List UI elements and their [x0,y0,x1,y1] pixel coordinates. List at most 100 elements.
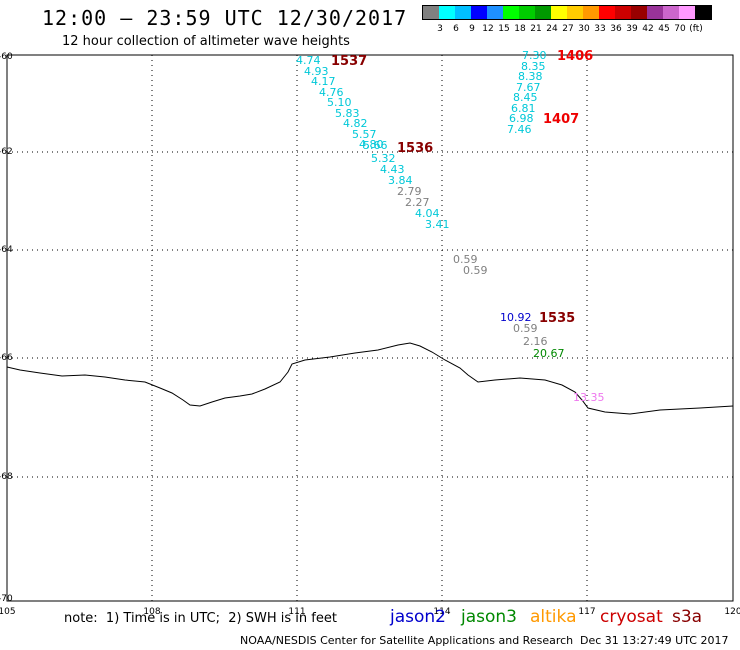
latitude-label: -68 [0,472,13,482]
legend-labels: 3 6 9 12 15 18 21 24 27 30 33 36 39 42 45 70 (ft) [422,24,712,38]
latitude-label: -64 [0,245,13,255]
coastline [6,342,734,415]
legend-unit: (ft) [689,24,703,34]
longitude-label: 108 [143,607,160,617]
swh-reading: 4.74 [296,54,321,67]
legend-swatch [503,6,519,19]
longitude-labels: 105 108 111 114 117 120 [0,607,740,617]
longitude-label: 105 [0,607,16,617]
swh-reading: 20.67 [533,347,565,360]
swh-reading: 7.30 [522,49,547,62]
legend-label: 30 [578,24,590,34]
swh-reading: 7.46 [507,123,532,136]
longitude-label: 114 [433,607,450,617]
swh-reading: 6.81 [511,102,536,115]
longitude-label: 120 [724,607,740,617]
graticule-grid [7,55,733,601]
swh-reading: 2.16 [523,335,548,348]
swh-readings: 4.744.934.174.765.105.834.825.574.805.66… [296,49,605,404]
legend-swatch [471,6,487,19]
legend-label: 33 [594,24,606,34]
legend-label: 70 [674,24,686,34]
legend-swatch [567,6,583,19]
swh-reading: 8.38 [518,70,543,83]
swh-reading: 10.92 [500,311,532,324]
swh-reading: 4.93 [304,65,329,78]
pass-label: 1407 [543,112,579,127]
latitude-label: -62 [0,147,13,157]
legend-label: 27 [562,24,574,34]
swh-reading: 5.32 [371,152,396,165]
swh-reading: 4.43 [380,163,405,176]
pass-label: 1536 [397,141,433,156]
pass-label: 1535 [539,311,575,326]
swh-reading: 8.45 [513,91,538,104]
swh-reading: 4.76 [319,86,344,99]
swh-reading: 5.57 [352,128,377,141]
swh-reading: 5.83 [335,107,360,120]
swh-reading: 4.04 [415,207,440,220]
legend-swatch [631,6,647,19]
satellite-cryosat: cryosat [600,607,663,627]
legend-swatch [599,6,615,19]
satellite-altika: altika [530,607,577,627]
satellite-s3a: s3a [672,607,703,627]
footer-credit: NOAA/NESDIS Center for Satellite Applica… [240,634,574,647]
legend-swatch [679,6,695,19]
swh-reading: 3.41 [425,218,450,231]
legend-label: 42 [642,24,654,34]
legend-label: 3 [437,24,443,34]
footer: NOAA/NESDIS Center for Satellite Applica… [240,634,728,647]
legend-swatch [487,6,503,19]
legend-label: 12 [482,24,494,34]
swh-reading: 4.82 [343,117,368,130]
longitude-label: 117 [578,607,595,617]
legend-label: 6 [453,24,459,34]
swh-reading: 5.10 [327,96,352,109]
legend-swatch [535,6,551,19]
latitude-label: -70 [0,594,13,604]
legend-label: 9 [469,24,475,34]
legend-swatch [423,6,439,19]
legend-swatch [695,6,711,19]
legend-swatch [647,6,663,19]
color-legend: 3 6 9 12 15 18 21 24 27 30 33 36 39 42 45 70 (ft) [422,5,712,38]
swh-reading: 2.79 [397,185,422,198]
legend-swatch [583,6,599,19]
swh-reading: 0.59 [513,322,538,335]
pass-label: 1406 [557,49,593,64]
legend-label: 39 [626,24,638,34]
legend-label: 18 [514,24,526,34]
swh-reading: 13.35 [573,391,605,404]
footer-timestamp: Dec 31 13:27:49 UTC 2017 [580,634,729,647]
swh-reading: 4.80 [359,138,384,151]
swh-reading: 3.84 [388,174,413,187]
satellite-jason2: jason2 [390,607,446,627]
map-frame [6,54,734,602]
map-subtitle: 12 hour collection of altimeter wave hei… [62,34,350,49]
swh-reading: 4.17 [311,75,336,88]
longitude-label: 111 [288,607,305,617]
legend-swatch [439,6,455,19]
swh-reading: 8.35 [521,60,546,73]
swh-reading: 5.66 [363,139,388,152]
legend-swatch [455,6,471,19]
latitude-label: -66 [0,353,13,363]
legend-label: 21 [530,24,542,34]
latitude-label: -60 [0,52,13,62]
legend-swatch [551,6,567,19]
map-title: 12:00 – 23:59 UTC 12/30/2017 [42,6,408,30]
legend-label: 36 [610,24,622,34]
pass-label: 1537 [331,54,367,69]
legend-swatch [663,6,679,19]
legend-swatch [519,6,535,19]
swh-reading: 0.59 [463,264,488,277]
legend-color-bar [422,5,712,20]
legend-swatch [615,6,631,19]
pass-labels: 1537 1536 1406 1407 1535 [331,49,593,326]
satellite-jason3: jason3 [461,607,517,627]
legend-label: 15 [498,24,510,34]
units-note: note: 1) Time is in UTC; 2) SWH is in fe… [64,611,337,626]
swh-reading: 0.59 [453,253,478,266]
